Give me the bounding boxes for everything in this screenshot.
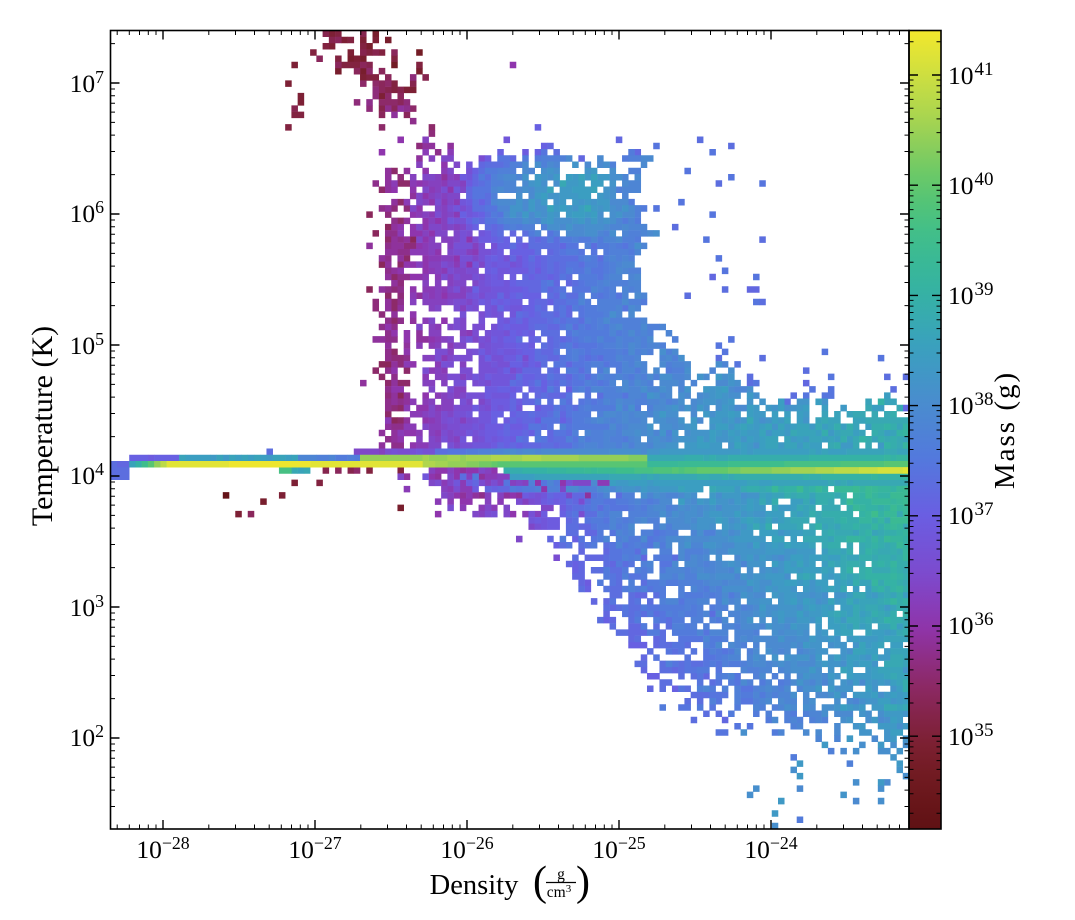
svg-text:g: g bbox=[557, 866, 565, 883]
svg-text:1038: 1038 bbox=[948, 389, 994, 420]
svg-text:cm3: cm3 bbox=[547, 883, 572, 901]
svg-text:Density: Density bbox=[430, 870, 519, 901]
svg-text:(: ( bbox=[533, 859, 547, 905]
svg-text:Mass (g): Mass (g) bbox=[989, 371, 1021, 489]
svg-text:1037: 1037 bbox=[948, 499, 994, 530]
svg-text:Temperature (K): Temperature (K) bbox=[26, 326, 59, 526]
svg-text:): ) bbox=[576, 859, 590, 905]
svg-text:102: 102 bbox=[70, 721, 104, 752]
